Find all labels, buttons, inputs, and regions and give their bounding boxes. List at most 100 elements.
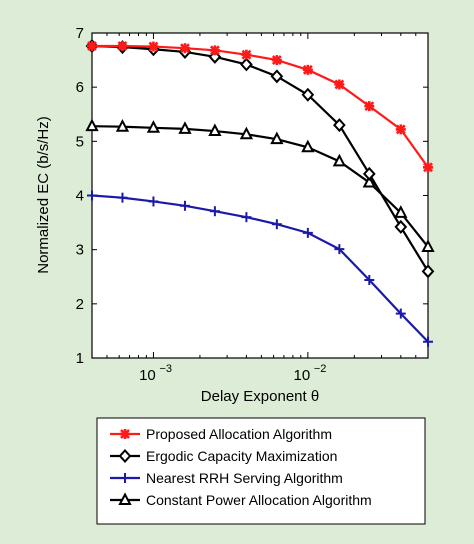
marker-shape [394, 205, 408, 218]
x-tick-label: 10 [294, 367, 311, 384]
legend-entry: Nearest RRH Serving Algorithm [110, 470, 343, 486]
series-line [92, 44, 429, 168]
y-tick-label: 4 [76, 188, 84, 205]
legend-label: Nearest RRH Serving Algorithm [146, 470, 343, 486]
marker-shape [362, 174, 376, 188]
data-point [271, 55, 282, 66]
marker-shape [240, 57, 253, 72]
data-point [148, 41, 159, 52]
series-1 [87, 41, 433, 173]
data-point [333, 118, 346, 133]
data-point [239, 126, 254, 140]
legend-marker [118, 492, 132, 505]
data-point [301, 139, 315, 153]
marker-stroke [302, 64, 313, 75]
data-point [179, 43, 190, 54]
y-tick-label: 7 [76, 25, 84, 42]
x-tick-label: 10 [139, 367, 156, 384]
series-3 [87, 190, 433, 347]
marker-shape [146, 120, 161, 133]
legend-label: Ergodic Capacity Maximization [146, 448, 337, 464]
marker-shape [178, 121, 192, 134]
data-point [301, 87, 315, 102]
legend-entry: Constant Power Allocation Algorithm [110, 492, 372, 508]
marker-stroke [334, 79, 345, 90]
data-point [270, 69, 284, 84]
legend-label: Proposed Allocation Algorithm [146, 426, 332, 442]
x-axis: 10 −3 10 −2 [91, 33, 429, 384]
marker-stroke [87, 41, 97, 51]
marker-stroke [395, 124, 406, 135]
data-point [364, 101, 375, 112]
marker-stroke [241, 49, 252, 60]
plot-frame [91, 32, 429, 359]
data-point [423, 162, 433, 173]
marker-stroke [209, 45, 220, 56]
y-tick-label: 3 [76, 242, 84, 259]
marker-stroke [364, 101, 375, 112]
y-tick-label: 5 [76, 133, 84, 150]
marker-shape [118, 449, 132, 463]
marker-shape [421, 264, 435, 279]
data-point [334, 79, 345, 90]
data-point [332, 153, 347, 167]
data-point [302, 64, 313, 75]
data-point [395, 308, 406, 319]
data-point [87, 190, 97, 201]
data-point [271, 219, 282, 230]
legend-marker [120, 473, 130, 483]
y-axis-label: Normalized EC (b/s/Hz) [35, 116, 52, 274]
data-point [421, 239, 435, 252]
series-line [91, 125, 429, 248]
y-tick-label: 2 [76, 296, 84, 313]
marker-shape [332, 153, 347, 167]
marker-shape [421, 239, 435, 252]
marker-shape [394, 219, 408, 234]
data-point [240, 57, 253, 72]
marker-stroke [423, 162, 433, 173]
data-point [179, 200, 190, 211]
data-point [241, 49, 252, 60]
data-point [208, 123, 222, 137]
data-point [117, 192, 128, 203]
marker-shape [85, 118, 99, 132]
legend: Proposed Allocation Algorithm Ergodic Cap… [96, 417, 426, 525]
marker-shape [301, 139, 315, 153]
data-point [395, 124, 406, 135]
marker-shape [239, 126, 254, 140]
data-point [209, 45, 220, 56]
y-tick-label: 6 [76, 79, 84, 96]
data-point [423, 336, 433, 347]
marker-stroke [148, 41, 159, 52]
series-4 [85, 118, 435, 252]
legend-marker [118, 449, 132, 463]
data-point [146, 120, 161, 133]
y-tick-label: 1 [76, 350, 84, 367]
marker-stroke [180, 43, 190, 54]
marker-shape [362, 166, 376, 181]
data-point [362, 166, 376, 181]
x-tick-exponent: −3 [159, 363, 172, 375]
marker-stroke [120, 429, 130, 439]
data-point [117, 41, 128, 51]
legend-marker [120, 429, 130, 439]
data-point [85, 118, 99, 132]
data-point [421, 264, 435, 279]
legend-entry: Proposed Allocation Algorithm [110, 426, 332, 442]
y-axis: 1 2 3 4 5 6 7 [76, 25, 428, 367]
marker-shape [208, 123, 222, 137]
data-point [148, 196, 159, 207]
data-point [115, 119, 130, 132]
marker-shape [270, 131, 284, 145]
x-tick-exponent: −2 [314, 363, 327, 375]
data-point [364, 275, 375, 285]
data-point [178, 121, 192, 134]
data-point [334, 244, 345, 255]
marker-stroke [117, 41, 128, 51]
legend-entry: Ergodic Capacity Maximization [110, 448, 337, 464]
data-point [270, 131, 284, 145]
marker-stroke [271, 55, 282, 66]
data-point [394, 219, 408, 234]
marker-shape [115, 119, 130, 132]
